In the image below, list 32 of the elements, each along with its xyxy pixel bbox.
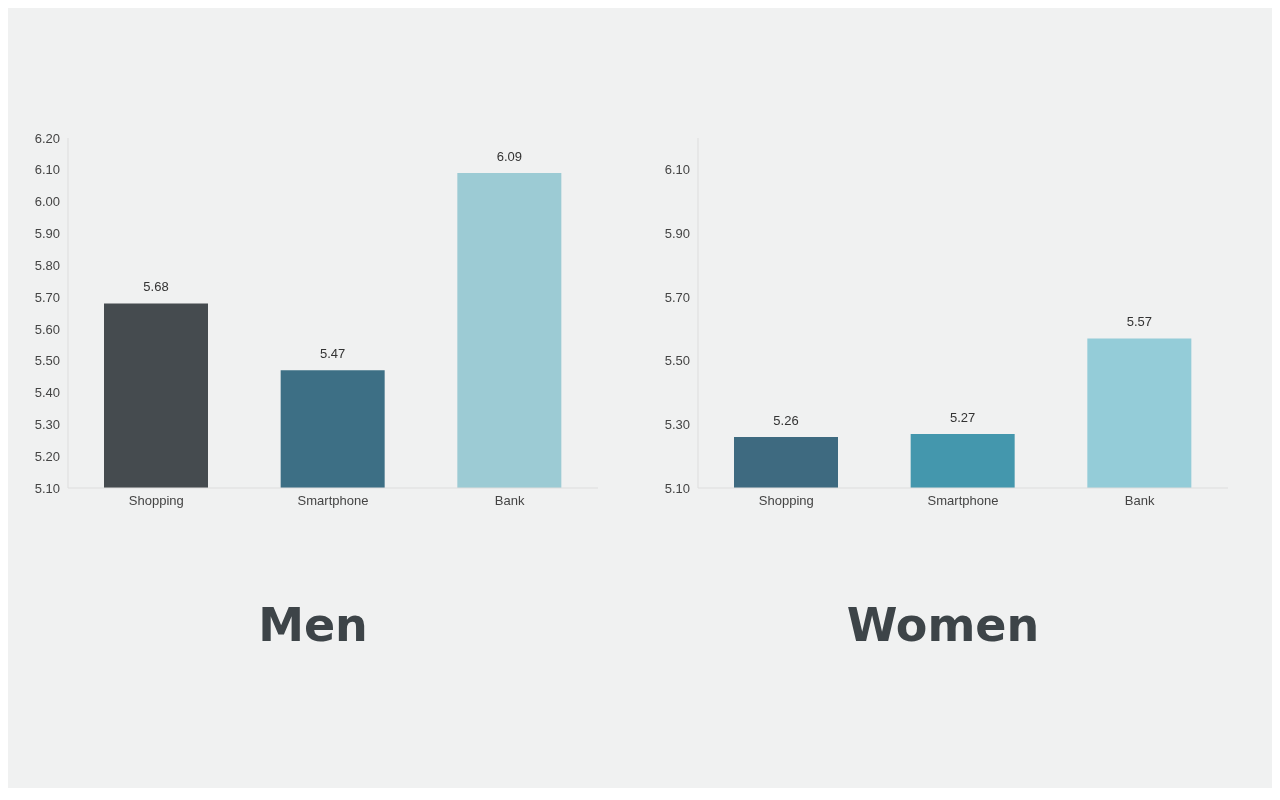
y-tick-label: 5.40 [34, 385, 60, 401]
y-tick-label: 5.30 [34, 416, 60, 432]
text: Women [845, 598, 1041, 652]
y-tick-label: 5.70 [664, 289, 690, 305]
data-label: 5.68 [143, 279, 169, 295]
y-tick-label: 5.90 [664, 226, 690, 242]
x-tick-label: Shopping [128, 493, 184, 509]
data-label: 5.47 [320, 346, 346, 362]
y-tick-label: 5.60 [34, 321, 60, 337]
y-tick-label: 5.90 [34, 226, 60, 242]
x-tick-label: Shopping [758, 493, 814, 509]
data-label: 5.57 [1126, 314, 1152, 330]
y-tick-label: 5.10 [34, 480, 60, 496]
y-tick-label: 5.50 [34, 353, 60, 369]
x-tick-label: Bank [1124, 493, 1155, 509]
data-label: 5.27 [950, 409, 976, 425]
y-tick-label: 5.10 [664, 480, 690, 496]
x-tick-label: Smartphone [927, 493, 999, 509]
y-tick-label: 6.10 [34, 162, 60, 178]
x-tick-label: Bank [494, 493, 525, 509]
y-tick-label: 6.10 [664, 162, 690, 178]
x-tick-label: Smartphone [297, 493, 369, 509]
y-tick-label: 5.80 [34, 257, 60, 273]
y-tick-label: 5.70 [34, 289, 60, 305]
y-tick-label: 6.00 [34, 194, 60, 210]
text: Men [257, 598, 369, 652]
y-tick-label: 5.20 [34, 448, 60, 464]
data-label: 6.09 [496, 149, 522, 164]
y-tick-label: 5.30 [664, 416, 690, 432]
data-label: 5.26 [773, 413, 799, 429]
y-tick-label: 5.50 [664, 353, 690, 369]
y-tick-label: 6.20 [34, 130, 60, 146]
